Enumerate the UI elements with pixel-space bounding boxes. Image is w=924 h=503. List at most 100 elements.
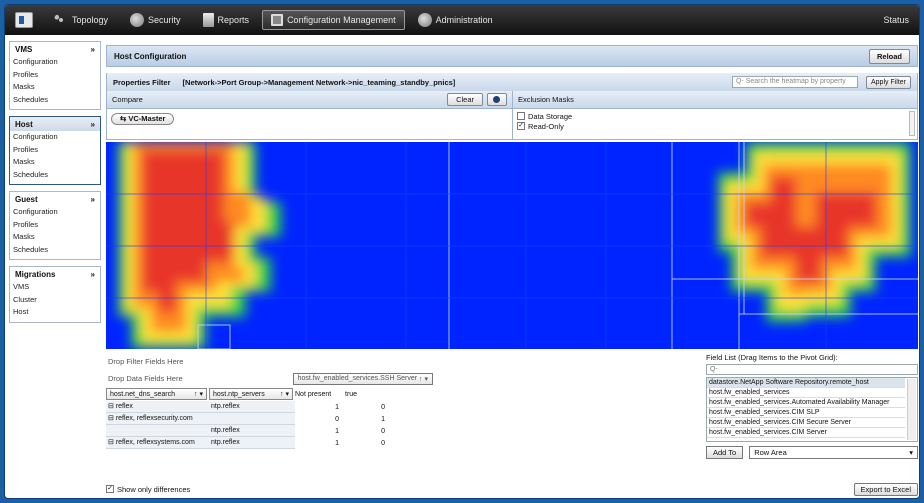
cell-ntp — [209, 413, 295, 425]
collapse-icon[interactable]: » — [90, 44, 95, 54]
panel-header: Host Configuration Reload — [106, 45, 918, 67]
list-item[interactable]: host.fw_enabled_services — [707, 388, 905, 398]
compare-go-icon[interactable] — [487, 93, 507, 106]
compare-header: Compare Clear — [107, 91, 513, 108]
field-list-panel: Field List (Drag Items to the Pivot Grid… — [706, 353, 918, 468]
table-row: ⊟ reflex, reflexsecurity.com 0 1 — [106, 413, 918, 425]
list-item[interactable]: host.fw_enabled_services.CIM Secure Serv… — [707, 418, 905, 428]
table-row: ntp.reflex 1 0 — [106, 425, 918, 437]
cell-dns[interactable]: ⊟ reflex, reflexsecurity.com — [106, 413, 209, 425]
app-logo-icon[interactable] — [15, 12, 33, 28]
cell-text: reflex — [115, 403, 133, 410]
field-list-search-input[interactable]: Q- — [706, 364, 918, 375]
cell-dns[interactable]: ⊟ reflex, reflexsystems.com — [106, 437, 209, 449]
sidebar-item-profiles[interactable]: Profiles — [13, 219, 39, 229]
sidebar-item-vms[interactable]: VMS — [13, 282, 30, 291]
drop-filter-area[interactable]: Drop Filter Fields Here — [108, 357, 184, 366]
sort-icon: ↑ ▾ — [417, 375, 428, 383]
exclusion-data-storage[interactable]: Data Storage — [517, 111, 913, 121]
sidebar-section-header[interactable]: VMS » — [10, 42, 100, 56]
list-item[interactable]: host.fw_enabled_services.CIM SLP — [707, 408, 905, 418]
status-menu[interactable]: Status — [883, 15, 909, 25]
sidebar-item-profiles[interactable]: Profiles — [13, 69, 39, 79]
list-item[interactable]: host.fw_enabled_services.CIM Server — [707, 428, 905, 438]
compare-target-chip[interactable]: ⇆ VC-Master — [111, 113, 175, 125]
compare-header-row: Compare Clear Exclusion Masks — [106, 91, 918, 109]
section-title: VMS — [15, 44, 33, 54]
column-field-chip[interactable]: host.fw_enabled_services.SSH Server ↑ ▾ — [292, 372, 433, 385]
sidebar-section-migrations: Migrations » VMS Cluster Host — [9, 266, 101, 323]
exclusion-label: Exclusion Masks — [518, 95, 574, 104]
sidebar-item-schedules[interactable]: Schedules — [13, 169, 49, 179]
column-field-label: host.fw_enabled_services.SSH Server — [297, 375, 418, 382]
row-field-chip-ntp[interactable]: host.ntp_servers ↑ ▾ — [209, 388, 293, 400]
pivot-grid: Drop Filter Fields Here Drop Data Fields… — [106, 353, 918, 468]
cell-not-present: 1 — [335, 427, 339, 435]
drop-data-area[interactable]: Drop Data Fields Here host.fw_enabled_se… — [106, 370, 918, 387]
pivot-header-row: host.net_dns_search ↑ ▾ host.ntp_servers ↑… — [106, 387, 918, 401]
area-select[interactable]: Row Area ▾ — [749, 446, 918, 459]
area-select-value: Row Area — [754, 448, 787, 457]
field-list-scrollbar[interactable] — [907, 379, 916, 440]
sidebar-section-header[interactable]: Guest » — [10, 192, 100, 206]
menu-label: Configuration Management — [287, 15, 396, 25]
cell-not-present: 1 — [335, 439, 339, 447]
exclusion-scrollbar[interactable] — [909, 111, 915, 136]
show-differences-label: Show only differences — [117, 484, 191, 494]
export-to-excel-button[interactable]: Export to Excel — [853, 482, 918, 496]
properties-filter-path: [Network->Port Group->Management Network… — [182, 77, 456, 87]
sidebar-section-host: Host » Configuration Profiles Masks Sched… — [9, 116, 101, 185]
checkbox-label: Read-Only — [528, 121, 564, 131]
reload-button[interactable]: Reload — [868, 48, 910, 64]
collapse-icon[interactable]: » — [90, 194, 95, 204]
sidebar-item-configuration[interactable]: Configuration — [13, 57, 58, 66]
footer-bar: ✓ Show only differences Export to Excel — [106, 482, 918, 496]
checkbox-label: Data Storage — [528, 111, 573, 121]
menu-configuration-management[interactable]: Configuration Management — [262, 10, 405, 30]
menu-topology[interactable]: Topology — [45, 10, 117, 30]
sidebar-item-schedules[interactable]: Schedules — [13, 244, 49, 254]
menu-security[interactable]: Security — [121, 10, 190, 30]
section-title: Host — [15, 119, 33, 129]
row-field-label: host.net_dns_search — [110, 390, 175, 398]
sidebar-item-configuration[interactable]: Configuration — [13, 207, 58, 216]
sidebar-item-masks[interactable]: Masks — [13, 82, 35, 91]
checkbox-checked[interactable]: ✓ — [517, 122, 525, 130]
sidebar-item-masks[interactable]: Masks — [13, 232, 35, 241]
exclusion-read-only[interactable]: ✓ Read-Only — [517, 121, 913, 131]
exclusion-header: Exclusion Masks — [513, 91, 917, 108]
heatmap-search-input[interactable]: Q- Search the heatmap by property — [731, 76, 858, 88]
drop-data-label: Drop Data Fields Here — [108, 374, 183, 383]
list-item[interactable]: datastore.NetApp Software Repository.rem… — [707, 378, 905, 388]
menu-administration[interactable]: Administration — [409, 10, 502, 30]
menu-label: Reports — [217, 15, 250, 25]
sidebar-section-header[interactable]: Migrations » — [10, 267, 100, 281]
row-field-chip-dns[interactable]: host.net_dns_search ↑ ▾ — [106, 388, 207, 400]
collapse-icon[interactable]: » — [90, 269, 95, 279]
sidebar-item-profiles[interactable]: Profiles — [13, 144, 39, 154]
sidebar-item-host[interactable]: Host — [13, 307, 29, 316]
cell-dns[interactable]: ⊟ reflex — [106, 401, 209, 413]
menu-reports[interactable]: Reports — [194, 10, 259, 30]
sidebar-section-header[interactable]: Host » — [10, 117, 100, 131]
sidebar-item-configuration[interactable]: Configuration — [13, 132, 58, 141]
heatmap-canvas — [106, 142, 918, 349]
field-list-title: Field List (Drag Items to the Pivot Grid… — [706, 353, 838, 362]
show-differences-checkbox[interactable]: ✓ — [106, 485, 114, 493]
apply-filter-button[interactable]: Apply Filter — [865, 75, 911, 89]
gear-icon — [417, 13, 432, 27]
collapse-icon[interactable]: » — [90, 119, 95, 129]
gear-icon — [130, 13, 145, 27]
sidebar: VMS » Configuration Profiles Masks Schedu… — [9, 41, 101, 491]
checkbox-unchecked[interactable] — [517, 112, 525, 120]
row-field-label: host.ntp_servers — [213, 390, 265, 398]
sidebar-item-cluster[interactable]: Cluster — [13, 294, 37, 304]
add-to-button[interactable]: Add To — [706, 446, 744, 459]
list-item[interactable]: host.fw_enabled_services.Automated Avail… — [707, 398, 905, 408]
heat-blob-right — [718, 142, 911, 322]
sidebar-item-schedules[interactable]: Schedules — [13, 94, 49, 104]
topology-icon — [54, 13, 68, 27]
clear-button[interactable]: Clear — [447, 93, 483, 106]
sidebar-item-masks[interactable]: Masks — [13, 157, 35, 166]
config-heatmap[interactable] — [106, 142, 918, 349]
